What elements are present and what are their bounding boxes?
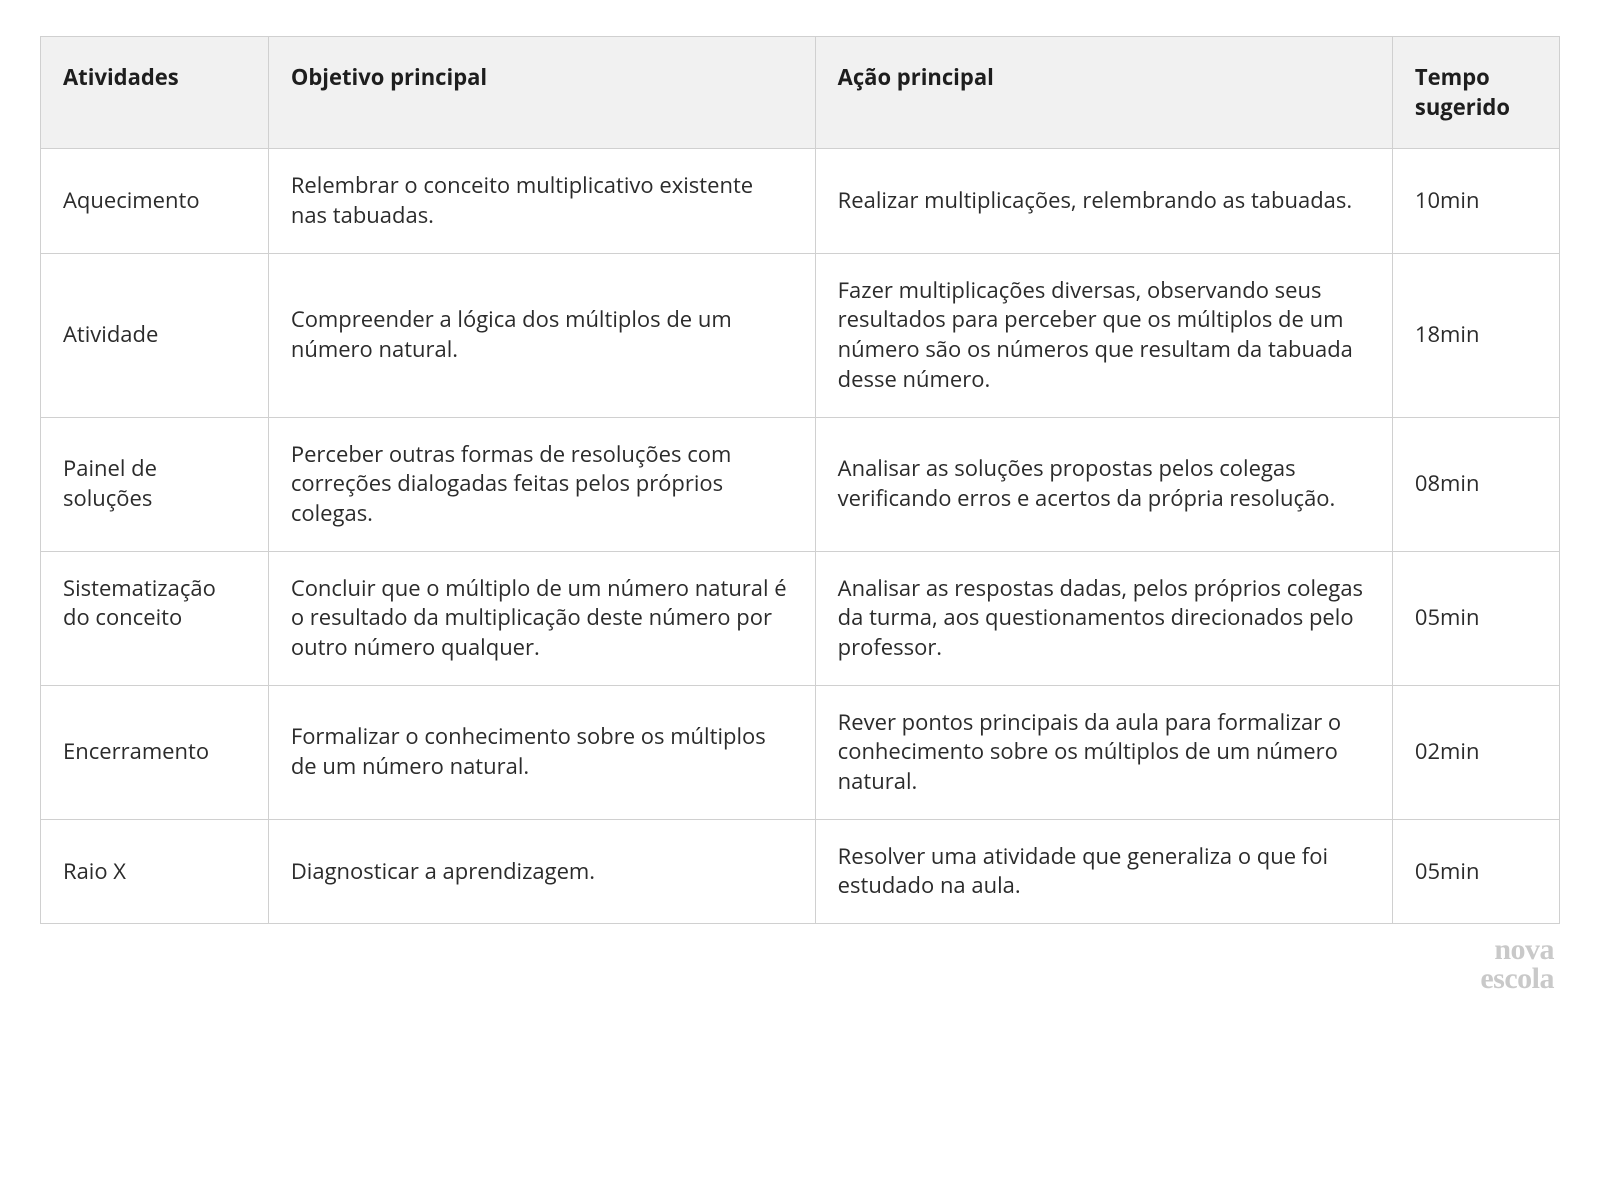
cell-acao: Resolver uma atividade que generaliza o … <box>815 819 1392 923</box>
cell-acao: Analisar as soluções propostas pelos col… <box>815 417 1392 551</box>
cell-atividades: Sistematização do conceito <box>41 551 269 685</box>
cell-acao: Realizar multiplicações, relembrando as … <box>815 149 1392 253</box>
col-header-tempo: Tempo sugerido <box>1392 37 1559 149</box>
lesson-plan-table-wrap: Atividades Objetivo principal Ação princ… <box>40 36 1560 993</box>
table-row: Painel de soluções Perceber outras forma… <box>41 417 1560 551</box>
cell-acao: Fazer multiplicações diversas, observand… <box>815 253 1392 417</box>
cell-atividades: Encerramento <box>41 685 269 819</box>
cell-atividades: Atividade <box>41 253 269 417</box>
lesson-plan-table: Atividades Objetivo principal Ação princ… <box>40 36 1560 924</box>
brand-line2: escola <box>40 965 1554 994</box>
cell-objetivo: Diagnosticar a aprendizagem. <box>268 819 815 923</box>
cell-tempo: 05min <box>1392 551 1559 685</box>
cell-tempo: 05min <box>1392 819 1559 923</box>
cell-tempo: 08min <box>1392 417 1559 551</box>
cell-tempo: 02min <box>1392 685 1559 819</box>
cell-acao: Rever pontos principais da aula para for… <box>815 685 1392 819</box>
cell-objetivo: Compreender a lógica dos múltiplos de um… <box>268 253 815 417</box>
cell-atividades: Painel de soluções <box>41 417 269 551</box>
col-header-objetivo: Objetivo principal <box>268 37 815 149</box>
cell-objetivo: Perceber outras formas de resoluções com… <box>268 417 815 551</box>
table-row: Raio X Diagnosticar a aprendizagem. Reso… <box>41 819 1560 923</box>
cell-objetivo: Concluir que o múltiplo de um número nat… <box>268 551 815 685</box>
cell-acao: Analisar as respostas dadas, pelos própr… <box>815 551 1392 685</box>
col-header-acao: Ação principal <box>815 37 1392 149</box>
table-row: Aquecimento Relembrar o conceito multipl… <box>41 149 1560 253</box>
cell-atividades: Aquecimento <box>41 149 269 253</box>
table-row: Encerramento Formalizar o conhecimento s… <box>41 685 1560 819</box>
table-row: Sistematização do conceito Concluir que … <box>41 551 1560 685</box>
col-header-atividades: Atividades <box>41 37 269 149</box>
table-row: Atividade Compreender a lógica dos múlti… <box>41 253 1560 417</box>
cell-objetivo: Formalizar o conhecimento sobre os múlti… <box>268 685 815 819</box>
cell-tempo: 18min <box>1392 253 1559 417</box>
cell-objetivo: Relembrar o conceito multiplicativo exis… <box>268 149 815 253</box>
cell-tempo: 10min <box>1392 149 1559 253</box>
cell-atividades: Raio X <box>41 819 269 923</box>
brand-logo: nova escola <box>40 924 1560 993</box>
table-header-row: Atividades Objetivo principal Ação princ… <box>41 37 1560 149</box>
